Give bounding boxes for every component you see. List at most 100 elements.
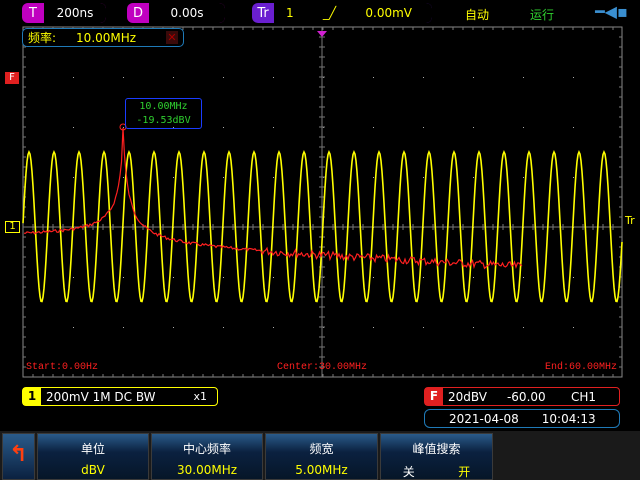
peak-level: -19.53dBV <box>136 115 191 126</box>
grid-dot <box>273 77 274 78</box>
trigger-mode[interactable]: 自动 <box>465 8 490 22</box>
fft-settings[interactable]: F 20dBV -60.00 CH1 <box>424 387 620 406</box>
grid-dot <box>373 77 374 78</box>
peak-label: 10.00MHz -19.53dBV <box>125 98 202 129</box>
grid-dot <box>473 127 474 128</box>
ch1-settings[interactable]: 1 200mV 1M DC BW x1 <box>22 387 218 406</box>
ch1-probe: x1 <box>193 390 207 403</box>
trigger-level-marker[interactable]: Tr <box>625 214 635 227</box>
grid-dot <box>123 127 124 128</box>
grid-dot <box>273 127 274 128</box>
grid-dot <box>373 327 374 328</box>
softkey-value: 30.00MHz <box>176 463 238 477</box>
grid-dot <box>73 327 74 328</box>
run-state[interactable]: 运行 <box>530 8 555 22</box>
softkey-value: dBV <box>81 463 105 477</box>
graticule <box>22 26 623 378</box>
freq-counter-label: 频率: <box>28 31 57 45</box>
grid-dot <box>573 327 574 328</box>
freq-counter-value: 10.00MHz <box>76 30 137 45</box>
fft-start-label: Start:0.00Hz <box>26 362 99 373</box>
close-icon[interactable]: ✕ <box>166 31 178 44</box>
peak-search-on: 开 <box>458 465 471 479</box>
softkey-peak-search[interactable]: 峰值搜索 关 开 <box>380 433 493 480</box>
fft-offset: -60.00 <box>506 389 546 404</box>
grid-dot <box>173 77 174 78</box>
grid-dot <box>423 77 424 78</box>
grid-dot <box>173 127 174 128</box>
frequency-counter: 频率: 10.00MHz ✕ <box>22 28 184 47</box>
grid-dot <box>373 127 374 128</box>
grid-dot <box>173 177 174 178</box>
grid-dot <box>123 177 124 178</box>
grid-dot <box>573 77 574 78</box>
grid-dot <box>273 177 274 178</box>
fft-offset-marker[interactable]: F <box>5 72 19 84</box>
time: 10:04:13 <box>541 411 596 426</box>
grid-dot <box>73 177 74 178</box>
grid-dot <box>423 127 424 128</box>
fft-tag: F <box>425 388 443 405</box>
grid-dot <box>223 327 224 328</box>
ch1-waveform <box>22 149 623 303</box>
fft-source: CH1 <box>570 389 596 404</box>
grid-dot <box>473 327 474 328</box>
grid-dot <box>123 327 124 328</box>
date: 2021-04-08 <box>449 411 519 426</box>
grid-dot <box>523 177 524 178</box>
softkey-title: 峰值搜索 <box>412 442 461 456</box>
grid-dot <box>473 177 474 178</box>
grid-dot <box>73 127 74 128</box>
grid-dot <box>423 327 424 328</box>
softkey-title: 中心频率 <box>182 442 231 456</box>
datetime-display: 2021-04-08 10:04:13 <box>424 409 620 428</box>
back-button[interactable]: ↰ <box>2 433 35 480</box>
grid-dot <box>373 177 374 178</box>
grid-dot <box>273 277 274 278</box>
grid-dot <box>523 77 524 78</box>
peak-frequency: 10.00MHz <box>139 101 188 112</box>
timebase-tag: T <box>29 5 37 21</box>
fft-spectrum <box>23 127 523 270</box>
grid-dot <box>73 77 74 78</box>
grid-dot <box>273 327 274 328</box>
ch1-offset-marker[interactable]: 1 <box>5 221 20 233</box>
trigger-source: 1 <box>286 6 294 20</box>
trigger-button[interactable]: Tr 1 _╱ 0.00mV <box>252 3 432 23</box>
fft-center-label: Center:30.00MHz <box>277 362 368 373</box>
grid-dot <box>573 177 574 178</box>
ch1-tag: 1 <box>23 388 41 405</box>
grid-dot <box>123 277 124 278</box>
softkey-center-frequency[interactable]: 中心频率 30.00MHz <box>151 433 263 480</box>
grid-dot <box>173 327 174 328</box>
grid-dot <box>573 127 574 128</box>
grid-dot <box>423 277 424 278</box>
grid-dot <box>223 277 224 278</box>
timebase-button[interactable]: T 200ns <box>22 3 106 23</box>
grid-dot <box>473 77 474 78</box>
fft-scale: 20dBV <box>448 389 487 404</box>
grid-dot <box>423 177 424 178</box>
delay-button[interactable]: D 0.00s <box>127 3 225 23</box>
peak-search-off: 关 <box>402 465 415 479</box>
rising-edge-icon: _╱ <box>322 6 337 20</box>
softkey-title: 单位 <box>80 442 105 456</box>
grid-dot <box>523 127 524 128</box>
trigger-position-marker <box>317 31 327 37</box>
softkey-value: 5.00MHz <box>295 463 348 477</box>
trigger-level: 0.00mV <box>365 6 412 20</box>
delay-tag: D <box>132 5 143 21</box>
fft-end-label: End:60.00MHz <box>545 362 618 373</box>
grid-dot <box>223 177 224 178</box>
delay-value: 0.00s <box>149 3 225 23</box>
grid-dot <box>523 327 524 328</box>
softkey-unit[interactable]: 单位 dBV <box>37 433 149 480</box>
usb-icon: ━◀▪ <box>595 2 628 21</box>
grid-dot <box>223 127 224 128</box>
back-arrow-icon: ↰ <box>9 442 28 467</box>
softkey-title: 频宽 <box>309 442 334 456</box>
softkey-span[interactable]: 频宽 5.00MHz <box>265 433 378 480</box>
grid-dot <box>473 277 474 278</box>
grid-dot <box>573 277 574 278</box>
